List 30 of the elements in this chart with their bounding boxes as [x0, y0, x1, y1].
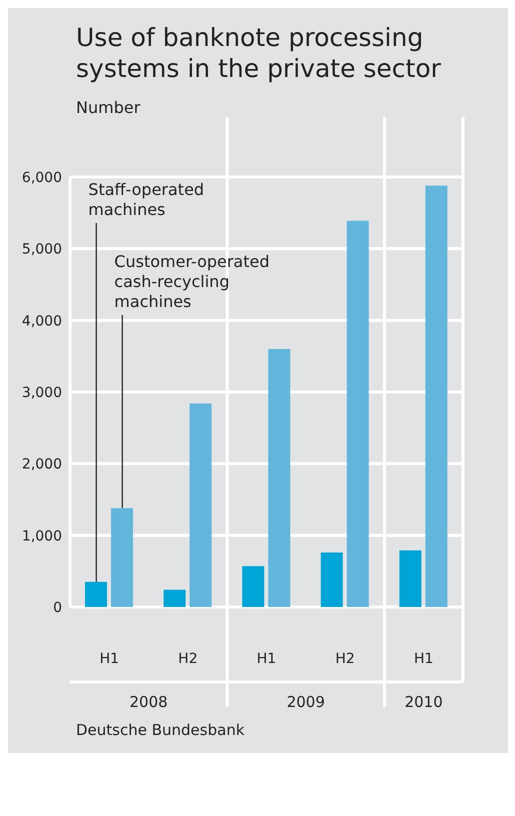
- chart-title: Use of banknote processing systems in the private sector: [75, 22, 442, 84]
- y-tick-label: 1,000: [22, 528, 62, 544]
- bar: [164, 590, 186, 607]
- y-axis-title: Number: [75, 97, 142, 117]
- x-tick-label: H2: [335, 651, 355, 667]
- x-tick-label: H1: [414, 651, 434, 667]
- y-tick-label: 3,000: [22, 384, 62, 401]
- text: 2009: [286, 693, 325, 711]
- bar: [85, 582, 107, 607]
- text: 2008: [130, 693, 168, 711]
- bar: [346, 220, 369, 607]
- bar: [190, 403, 212, 607]
- y-tick-label: 6,000: [22, 170, 62, 186]
- x-tick-label: H1: [256, 651, 276, 667]
- bar: [399, 550, 422, 607]
- y-tick-label: 2,000: [22, 456, 62, 473]
- y-tick-label: 4,000: [22, 313, 62, 330]
- text: 2010: [404, 693, 443, 711]
- text: Staff-operated machines: [88, 180, 204, 219]
- bar: [268, 349, 290, 607]
- x-tick-label: H2: [178, 651, 198, 667]
- bar: [320, 552, 343, 607]
- y-tick-label: 5,000: [22, 242, 62, 258]
- y-tick-label: 0: [53, 600, 62, 616]
- text: Deutsche Bundesbank: [75, 720, 246, 739]
- bar: [425, 186, 448, 607]
- bar: [242, 566, 264, 607]
- x-tick-label: H1: [100, 651, 120, 667]
- bar: [111, 508, 133, 607]
- text: Customer-operated cash-recycling machines: [114, 252, 270, 311]
